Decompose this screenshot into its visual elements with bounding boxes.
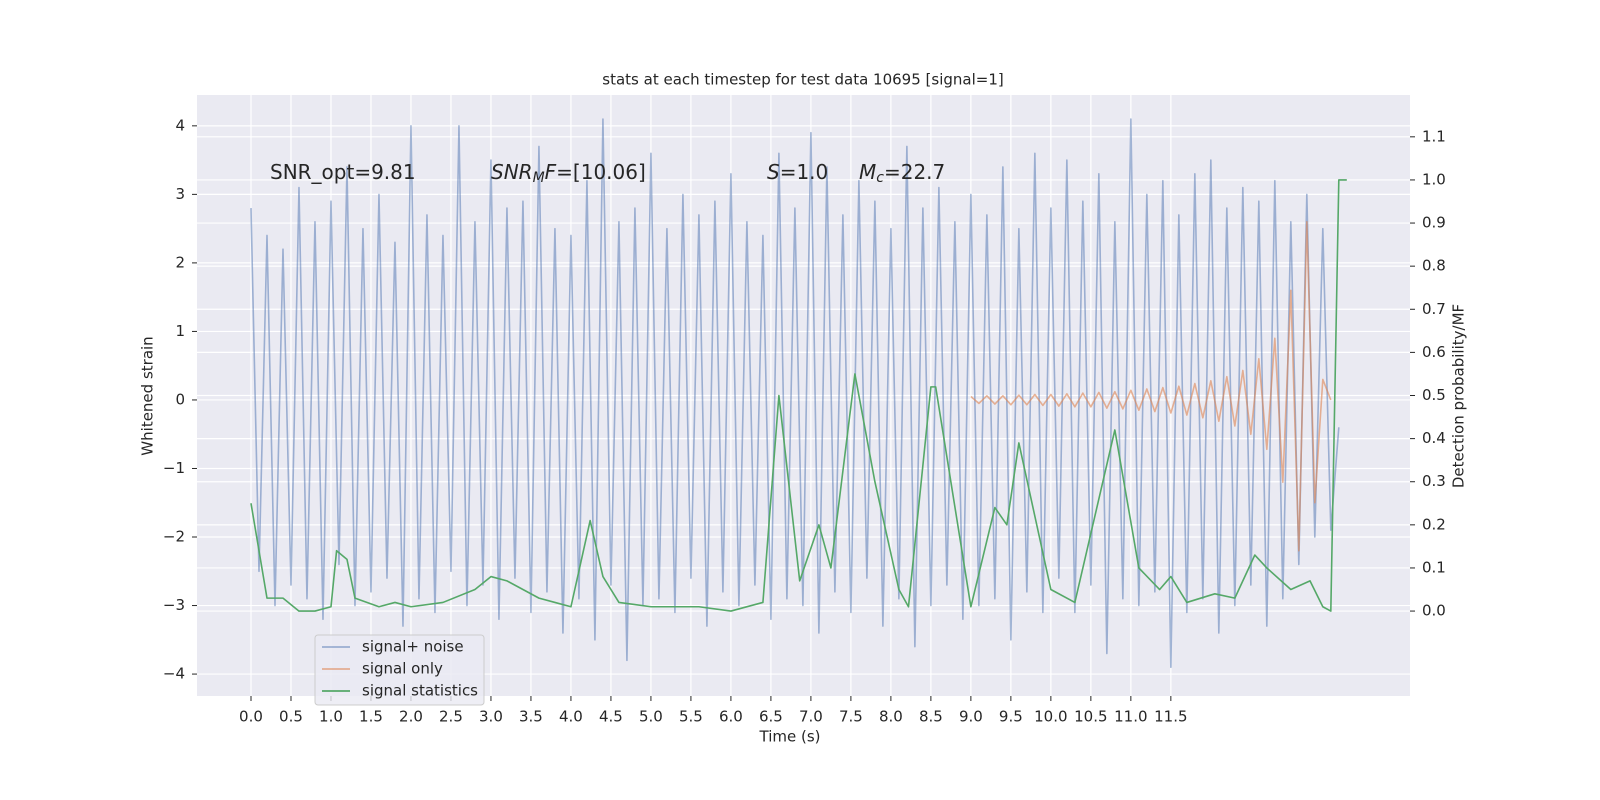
- x-tick-label: 9.0: [959, 708, 983, 726]
- annotation-part: S: [767, 160, 780, 184]
- annotation: SNR_opt=9.81: [270, 160, 416, 184]
- x-tick-label: 9.5: [999, 708, 1023, 726]
- y2-tick-label: 0.0: [1422, 602, 1446, 620]
- annotation: SNRMF=[10.06]: [491, 160, 646, 187]
- x-tick-label: 4.5: [599, 708, 623, 726]
- annotation-part: F: [545, 160, 557, 184]
- y2-tick-label: 0.9: [1422, 214, 1446, 232]
- annotation-part: SNR: [491, 160, 533, 184]
- legend: signal+ noise signal only signal statistic…: [314, 634, 485, 706]
- y-tick-label: 3: [175, 185, 185, 203]
- x-tick-label: 3.0: [479, 708, 503, 726]
- y2-tick-label: 0.2: [1422, 515, 1446, 533]
- y2-tick-label: 0.5: [1422, 386, 1446, 404]
- annotation-part: =[10.06]: [556, 160, 646, 184]
- y2-axis-label: Detection probability/MF: [1450, 304, 1468, 488]
- y-tick-label: 4: [175, 116, 185, 134]
- annotation-part: =22.7: [884, 160, 945, 184]
- x-tick-label: 7.5: [839, 708, 863, 726]
- annotation-part: c: [876, 170, 884, 186]
- annotation-part: M: [859, 160, 876, 184]
- y-tick-label: −1: [163, 459, 185, 477]
- y-tick-label: −3: [163, 596, 185, 614]
- x-tick-label: 0.5: [279, 708, 303, 726]
- y2-tick-label: 0.6: [1422, 343, 1446, 361]
- annotation-part: =1.0: [780, 160, 829, 184]
- legend-box: [314, 634, 485, 706]
- x-tick-label: 10.5: [1074, 708, 1107, 726]
- y-axis-label: Whitened strain: [139, 336, 157, 455]
- y2-tick-label: 0.7: [1422, 300, 1446, 318]
- x-tick-label: 2.5: [439, 708, 463, 726]
- annotation: Mc=22.7: [859, 160, 945, 187]
- x-tick-label: 5.5: [679, 708, 703, 726]
- x-tick-label: 4.0: [559, 708, 583, 726]
- x-tick-label: 1.0: [319, 708, 343, 726]
- series-line: [250, 179, 1347, 612]
- x-tick-label: 10.0: [1034, 708, 1067, 726]
- x-axis-label: Time (s): [759, 728, 821, 746]
- y2-tick-label: 0.8: [1422, 257, 1446, 275]
- x-tick-label: 5.0: [639, 708, 663, 726]
- legend-label: signal+ noise: [362, 638, 464, 656]
- x-tick-label: 11.5: [1154, 708, 1187, 726]
- y-tick-label: 1: [175, 322, 185, 340]
- x-tick-label: 11.0: [1114, 708, 1147, 726]
- x-tick-label: 6.0: [719, 708, 743, 726]
- x-tick-label: 8.0: [879, 708, 903, 726]
- y-tick-label: 2: [175, 253, 185, 271]
- y2-tick-label: 0.4: [1422, 429, 1446, 447]
- x-tick-label: 2.0: [399, 708, 423, 726]
- labels: 0.0 0.5 1.0 1.5 2.0 2.5 3.0 3.5 4.0 4.5 5.0 5.5 6.0 6…: [163, 116, 1446, 725]
- x-tick-label: 8.5: [919, 708, 943, 726]
- marks: [250, 118, 1347, 669]
- y2-tick-label: 0.1: [1422, 558, 1446, 576]
- y-tick-label: −4: [163, 665, 185, 683]
- legend-label: signal statistics: [362, 682, 478, 700]
- y2-tick-label: 1.0: [1422, 170, 1446, 188]
- x-tick-label: 6.5: [759, 708, 783, 726]
- y-tick-label: 0: [175, 390, 185, 408]
- series-line: [970, 220, 1332, 552]
- x-tick-label: 3.5: [519, 708, 543, 726]
- y2-tick-label: 1.1: [1422, 127, 1446, 145]
- annotation-part: SNR_opt=9.81: [270, 160, 416, 184]
- y2-tick-label: 0.3: [1422, 472, 1446, 490]
- x-tick-label: 1.5: [359, 708, 383, 726]
- legend-label: signal only: [362, 660, 443, 678]
- y-tick-label: −2: [163, 528, 185, 546]
- annotation-part: M: [533, 170, 545, 186]
- annotation: S=1.0: [767, 160, 828, 184]
- chart-title: stats at each timestep for test data 106…: [602, 71, 1003, 89]
- x-tick-label: 0.0: [239, 708, 263, 726]
- x-tick-label: 7.0: [799, 708, 823, 726]
- series-line: [250, 118, 1340, 669]
